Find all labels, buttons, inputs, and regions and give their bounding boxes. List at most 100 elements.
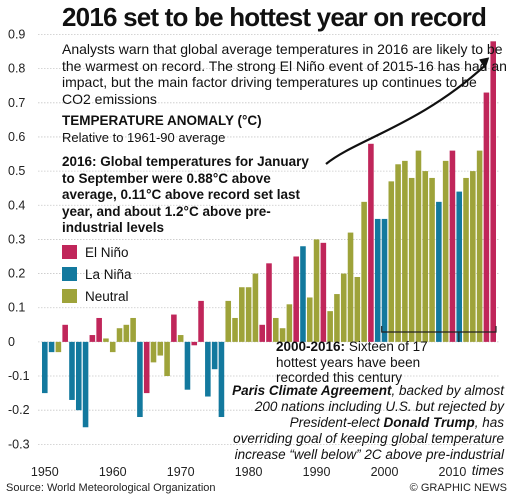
x-tick-label: 1950 — [31, 465, 59, 479]
bar — [55, 341, 62, 353]
legend-swatch-la-nina — [62, 267, 77, 282]
bar — [388, 181, 395, 342]
y-tick-label: 0.8 — [8, 62, 25, 76]
paris-text-1: , backed by almost 200 nations including… — [254, 383, 504, 430]
bar — [395, 164, 401, 342]
bar — [82, 341, 89, 428]
bar — [198, 300, 204, 342]
bar — [408, 177, 415, 342]
donald-trump-name: Donald Trump — [383, 415, 475, 430]
bar — [449, 150, 456, 342]
chart-title: TEMPERATURE ANOMALY (°C) — [62, 113, 262, 128]
bar — [171, 314, 177, 342]
bar — [490, 41, 496, 342]
bar — [62, 324, 68, 342]
bar — [340, 273, 347, 342]
x-tick-label: 2000 — [371, 465, 399, 479]
legend-label-el-nino: El Niño — [85, 244, 129, 260]
intro-text: Analysts warn that global average temper… — [62, 41, 507, 107]
callout-arrow — [325, 64, 486, 165]
y-tick-label: 0.1 — [8, 301, 25, 315]
bar — [320, 242, 327, 342]
bracket-2000-2016 — [381, 326, 497, 333]
y-tick-label: 0.2 — [8, 267, 25, 281]
bar — [137, 341, 143, 418]
bar — [429, 177, 435, 342]
paris-agreement-name: Paris Climate Agreement — [232, 383, 392, 398]
bar — [191, 341, 198, 346]
bar — [286, 304, 293, 342]
bar — [368, 143, 374, 342]
bar — [273, 317, 279, 342]
bar — [463, 177, 469, 342]
bar — [259, 324, 265, 342]
hottest-years-note-text: Sixteen of 17 hottest years have been re… — [276, 339, 428, 385]
bar — [211, 341, 218, 370]
bar — [164, 341, 170, 377]
bar — [361, 201, 367, 342]
bar — [347, 232, 354, 342]
bar — [313, 239, 320, 342]
bar — [157, 341, 164, 356]
bar — [415, 150, 422, 342]
bar — [232, 317, 238, 342]
bar — [293, 256, 299, 342]
bar — [96, 317, 102, 342]
bar — [374, 218, 381, 342]
bar — [436, 201, 442, 342]
copyright-credit: © GRAPHIC NEWS — [409, 482, 507, 494]
bar — [116, 328, 123, 342]
y-tick-label: -0.2 — [8, 403, 30, 417]
bar — [75, 341, 82, 411]
bar — [143, 341, 150, 394]
bar — [109, 341, 116, 353]
source-credit: Source: World Meteorological Organizatio… — [6, 482, 216, 494]
bar — [89, 335, 96, 342]
page-title: 2016 set to be hottest year on record — [62, 2, 487, 32]
bar — [381, 218, 388, 342]
y-tick-label: -0.3 — [8, 437, 30, 451]
bar — [123, 324, 130, 342]
bar — [300, 246, 306, 342]
bar — [354, 276, 361, 342]
x-tick-label: 1970 — [167, 465, 195, 479]
legend-label-neutral: Neutral — [85, 288, 129, 304]
bar — [245, 287, 252, 342]
y-tick-label: 0.7 — [8, 96, 25, 110]
bar — [184, 341, 191, 390]
legend-swatch-neutral — [62, 289, 77, 304]
bar — [483, 92, 490, 342]
legend-item-la-nina: La Niña — [62, 266, 132, 282]
bar — [476, 150, 483, 342]
x-tick-label: 1960 — [99, 465, 127, 479]
bar — [239, 287, 245, 342]
bar — [205, 341, 211, 397]
x-tick-label: 1980 — [235, 465, 263, 479]
hottest-years-note-bold: 2000-2016: — [276, 339, 346, 354]
hottest-years-note: 2000-2016: Sixteen of 17 hottest years h… — [276, 339, 466, 386]
bar — [69, 341, 75, 400]
bar — [334, 294, 340, 342]
bar — [422, 171, 429, 342]
callout-2016: 2016: Global temperatures for January to… — [62, 154, 309, 235]
y-tick-label: -0.1 — [8, 369, 30, 383]
callout-arrowhead — [479, 57, 490, 70]
bar — [470, 171, 476, 342]
bar — [327, 311, 333, 342]
bar — [306, 297, 313, 342]
chart-subtitle: Relative to 1961-90 average — [62, 130, 226, 145]
legend-swatch-el-nino — [62, 245, 77, 260]
y-tick-label: 0.9 — [8, 27, 25, 41]
bar — [150, 341, 157, 363]
x-tick-label: 2010 — [439, 465, 467, 479]
bar — [130, 317, 136, 342]
bar — [177, 335, 184, 342]
bar — [225, 300, 232, 342]
legend-item-neutral: Neutral — [62, 288, 129, 304]
bar — [42, 341, 48, 394]
y-tick-label: 0.4 — [8, 198, 25, 212]
bar — [218, 341, 225, 418]
paris-text-2: , has overriding goal of keeping global … — [233, 415, 504, 478]
